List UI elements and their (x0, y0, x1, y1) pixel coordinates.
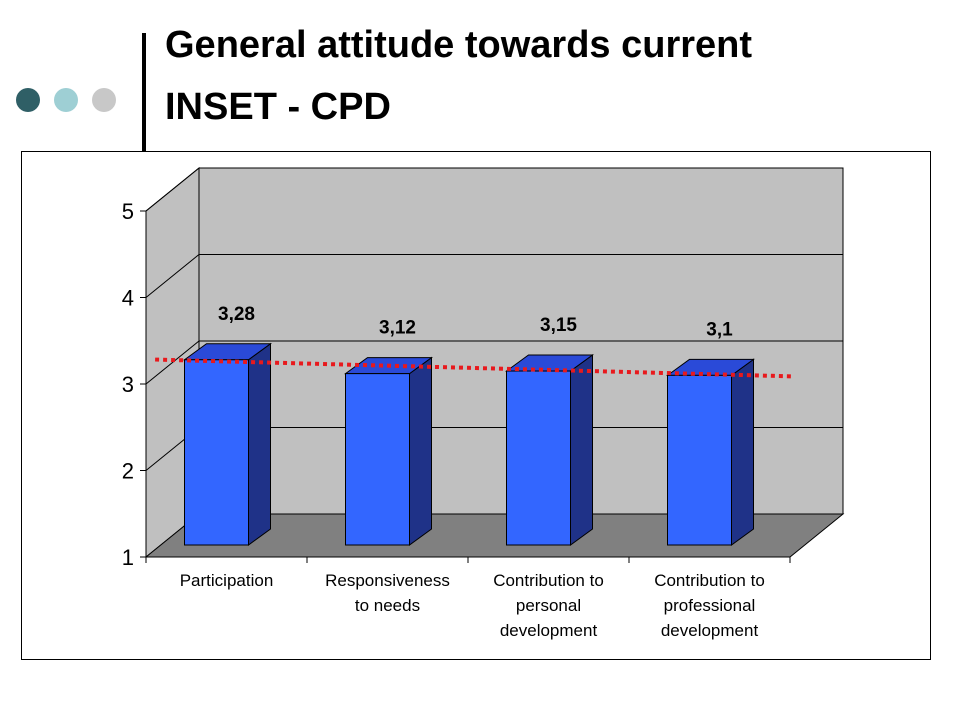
x-category-label: Responsiveness (325, 571, 450, 590)
dot-grey (92, 88, 116, 112)
bar (667, 374, 732, 546)
y-tick-label: 4 (122, 286, 134, 311)
bar-side (570, 354, 593, 546)
x-category-label: Participation (180, 571, 274, 590)
bar-side (248, 342, 271, 546)
title-line-1: General attitude towards current (165, 24, 753, 66)
y-tick-label: 3 (122, 372, 134, 397)
dot-dark (16, 88, 40, 112)
page-title: General attitude towards current INSET -… (165, 14, 925, 138)
y-tick-label: 2 (122, 459, 134, 484)
bar (345, 373, 410, 546)
y-tick-label: 5 (122, 199, 134, 224)
data-label: 3,1 (706, 319, 733, 340)
title-line-2: INSET - CPD (165, 86, 391, 128)
dot-light (54, 88, 78, 112)
title-accent-bar (142, 33, 146, 153)
data-label: 3,12 (379, 318, 416, 339)
bar-side (731, 358, 754, 546)
gridline (145, 167, 843, 212)
y-tick-label: 1 (122, 545, 134, 570)
gridline (145, 340, 843, 385)
bar (184, 359, 249, 546)
decorative-dots (16, 88, 116, 112)
trendline (155, 357, 791, 379)
x-category-label: Contribution to (654, 571, 765, 590)
x-category-label: Contribution to (493, 571, 604, 590)
data-label: 3,15 (540, 315, 577, 336)
x-category-label: development (661, 621, 759, 640)
x-category-label: personal (516, 596, 581, 615)
x-category-label: professional (664, 596, 756, 615)
bar (506, 370, 571, 546)
x-category-label: development (500, 621, 598, 640)
bar-side (409, 356, 432, 546)
data-label: 3,28 (218, 304, 255, 325)
x-category-label: to needs (355, 596, 420, 615)
gridline (145, 254, 843, 298)
